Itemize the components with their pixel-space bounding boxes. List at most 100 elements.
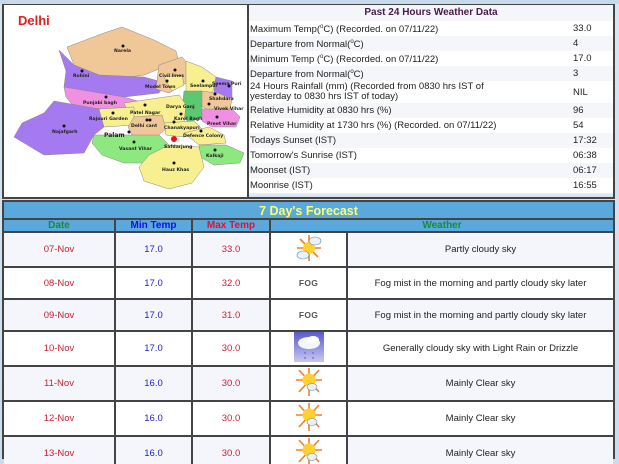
forecast-row: 07-Nov 17.0 33.0 Partly cloudy sky bbox=[4, 231, 613, 268]
forecast-min: 16.0 bbox=[114, 400, 193, 437]
forecast-weather: Mainly Clear sky bbox=[346, 435, 613, 464]
max-departure-value: 4 bbox=[573, 38, 579, 49]
forecast-date: 11-Nov bbox=[4, 365, 116, 402]
forecast-weather: Fog mist in the morning and partly cloud… bbox=[346, 266, 613, 300]
forecast-max: 32.0 bbox=[191, 266, 271, 300]
max-temp-value: 33.0 bbox=[573, 23, 592, 34]
svg-text:Delhi cant: Delhi cant bbox=[131, 123, 158, 129]
past-row-humidity-1730: Relative Humidity at 1730 hrs (%) (Recor… bbox=[249, 118, 613, 133]
svg-text:Vivek Vihar: Vivek Vihar bbox=[214, 106, 244, 112]
forecast-min: 16.0 bbox=[114, 365, 193, 402]
past-row-min-temp: Minimum Temp (oC) (Recorded. on 07/11/22… bbox=[249, 51, 613, 66]
partly-cloudy-icon bbox=[296, 235, 321, 261]
svg-text:Seema Puri: Seema Puri bbox=[212, 81, 242, 87]
sunrise-value: 06:38 bbox=[573, 150, 597, 161]
svg-text:Model Town: Model Town bbox=[145, 84, 176, 90]
header-weather: Weather bbox=[269, 220, 613, 233]
forecast-weather: Mainly Clear sky bbox=[346, 400, 613, 437]
svg-text:Najafgarh: Najafgarh bbox=[52, 129, 78, 135]
past-row-min-departure: Departure from Normal(oC) 3 bbox=[249, 66, 613, 81]
rainfall-value: NIL bbox=[573, 86, 588, 98]
forecast-weather: Partly cloudy sky bbox=[346, 231, 613, 268]
fog-icon: FOG bbox=[298, 309, 319, 320]
svg-text:Narela: Narela bbox=[114, 48, 131, 54]
svg-text:Preet Vihar: Preet Vihar bbox=[207, 121, 237, 127]
svg-text:Kalkaji: Kalkaji bbox=[206, 153, 224, 159]
forecast-max: 30.0 bbox=[191, 400, 271, 437]
forecast-max: 30.0 bbox=[191, 365, 271, 402]
forecast-row: 08-Nov 17.0 32.0 FOG Fog mist in the mor… bbox=[4, 266, 613, 300]
header-max-temp: Max Temp bbox=[191, 220, 271, 233]
light-rain-icon bbox=[293, 332, 324, 362]
header-date: Date bbox=[4, 220, 116, 233]
fog-icon: FOG bbox=[298, 277, 319, 288]
forecast-min: 17.0 bbox=[114, 330, 193, 367]
map-title: Delhi bbox=[18, 13, 50, 28]
mainly-clear-icon bbox=[295, 403, 322, 431]
forecast-icon-cell: FOG bbox=[269, 266, 348, 300]
past-row-sunset: Todays Sunset (IST) 17:32 bbox=[249, 133, 613, 148]
svg-text:Defence Colony: Defence Colony bbox=[183, 133, 223, 139]
forecast-icon-cell bbox=[269, 435, 348, 464]
svg-text:Hauz Khas: Hauz Khas bbox=[162, 167, 189, 173]
forecast-header-row: Date Min Temp Max Temp Weather bbox=[4, 220, 613, 233]
humidity-1730-value: 54 bbox=[573, 120, 584, 131]
forecast-icon-cell: FOG bbox=[269, 298, 348, 332]
forecast-date: 09-Nov bbox=[4, 298, 116, 332]
svg-text:Seelampur: Seelampur bbox=[190, 83, 219, 89]
moonset-value: 06:17 bbox=[573, 165, 597, 176]
svg-text:Punjabi bagh: Punjabi bagh bbox=[83, 100, 117, 106]
svg-text:Shahdara: Shahdara bbox=[209, 96, 234, 102]
past-24-title: Past 24 Hours Weather Data bbox=[249, 5, 613, 21]
past-row-max-departure: Departure from Normal(oC) 4 bbox=[249, 36, 613, 51]
min-departure-value: 3 bbox=[573, 68, 579, 79]
forecast-icon-cell bbox=[269, 330, 348, 367]
forecast-weather: Fog mist in the morning and partly cloud… bbox=[346, 298, 613, 332]
sunset-value: 17:32 bbox=[573, 135, 597, 146]
svg-text:Civil lines: Civil lines bbox=[159, 73, 184, 79]
top-panel: Narela Rohini Civil lines Model Town See… bbox=[2, 4, 615, 199]
svg-text:Vasant Vihar: Vasant Vihar bbox=[119, 146, 153, 152]
forecast-panel: 7 Day's Forecast Date Min Temp Max Temp … bbox=[2, 200, 615, 464]
svg-text:Karol Bagh: Karol Bagh bbox=[174, 116, 202, 122]
svg-text:Patel Nagar: Patel Nagar bbox=[130, 110, 161, 116]
forecast-max: 31.0 bbox=[191, 298, 271, 332]
past-row-moonset: Moonset (IST) 06:17 bbox=[249, 163, 613, 178]
forecast-date: 08-Nov bbox=[4, 266, 116, 300]
forecast-max: 33.0 bbox=[191, 231, 271, 268]
forecast-icon-cell bbox=[269, 365, 348, 402]
past-row-humidity-0830: Relative Humidity at 0830 hrs (%) 96 bbox=[249, 103, 613, 118]
forecast-table: Date Min Temp Max Temp Weather 07-Nov 17… bbox=[4, 220, 613, 464]
forecast-min: 17.0 bbox=[114, 231, 193, 268]
forecast-date: 12-Nov bbox=[4, 400, 116, 437]
mainly-clear-icon bbox=[295, 438, 322, 464]
forecast-max: 30.0 bbox=[191, 435, 271, 464]
forecast-row: 10-Nov 17.0 30.0 Generally cloudy sky wi… bbox=[4, 330, 613, 367]
forecast-date: 07-Nov bbox=[4, 231, 116, 268]
svg-text:Safdarjung: Safdarjung bbox=[164, 144, 192, 150]
svg-text:Chanakyapuri: Chanakyapuri bbox=[164, 125, 200, 131]
forecast-date: 10-Nov bbox=[4, 330, 116, 367]
forecast-icon-cell bbox=[269, 400, 348, 437]
past-row-max-temp: Maximum Temp(oC) (Recorded. on 07/11/22)… bbox=[249, 21, 613, 36]
forecast-title: 7 Day's Forecast bbox=[4, 202, 613, 220]
past-24-hours-table: Past 24 Hours Weather Data Maximum Temp(… bbox=[249, 5, 613, 197]
humidity-0830-value: 96 bbox=[573, 105, 584, 116]
past-row-sunrise: Tomorrow's Sunrise (IST) 06:38 bbox=[249, 148, 613, 163]
header-min-temp: Min Temp bbox=[114, 220, 193, 233]
past-row-moonrise: Moonrise (IST) 16:55 bbox=[249, 178, 613, 193]
moonrise-value: 16:55 bbox=[573, 180, 597, 191]
forecast-min: 17.0 bbox=[114, 266, 193, 300]
forecast-max: 30.0 bbox=[191, 330, 271, 367]
mainly-clear-icon bbox=[295, 368, 322, 396]
svg-text:Rohini: Rohini bbox=[73, 73, 90, 79]
forecast-date: 13-Nov bbox=[4, 435, 116, 464]
forecast-row: 11-Nov 16.0 30.0 Mainly Clear sky bbox=[4, 365, 613, 402]
svg-text:Rajouri Garden: Rajouri Garden bbox=[89, 116, 128, 122]
forecast-row: 12-Nov 16.0 30.0 Mainly Clear sky bbox=[4, 400, 613, 437]
forecast-min: 16.0 bbox=[114, 435, 193, 464]
delhi-map-image: Narela Rohini Civil lines Model Town See… bbox=[13, 26, 245, 190]
min-temp-value: 17.0 bbox=[573, 53, 592, 64]
forecast-min: 17.0 bbox=[114, 298, 193, 332]
page-top-strip bbox=[0, 0, 619, 4]
